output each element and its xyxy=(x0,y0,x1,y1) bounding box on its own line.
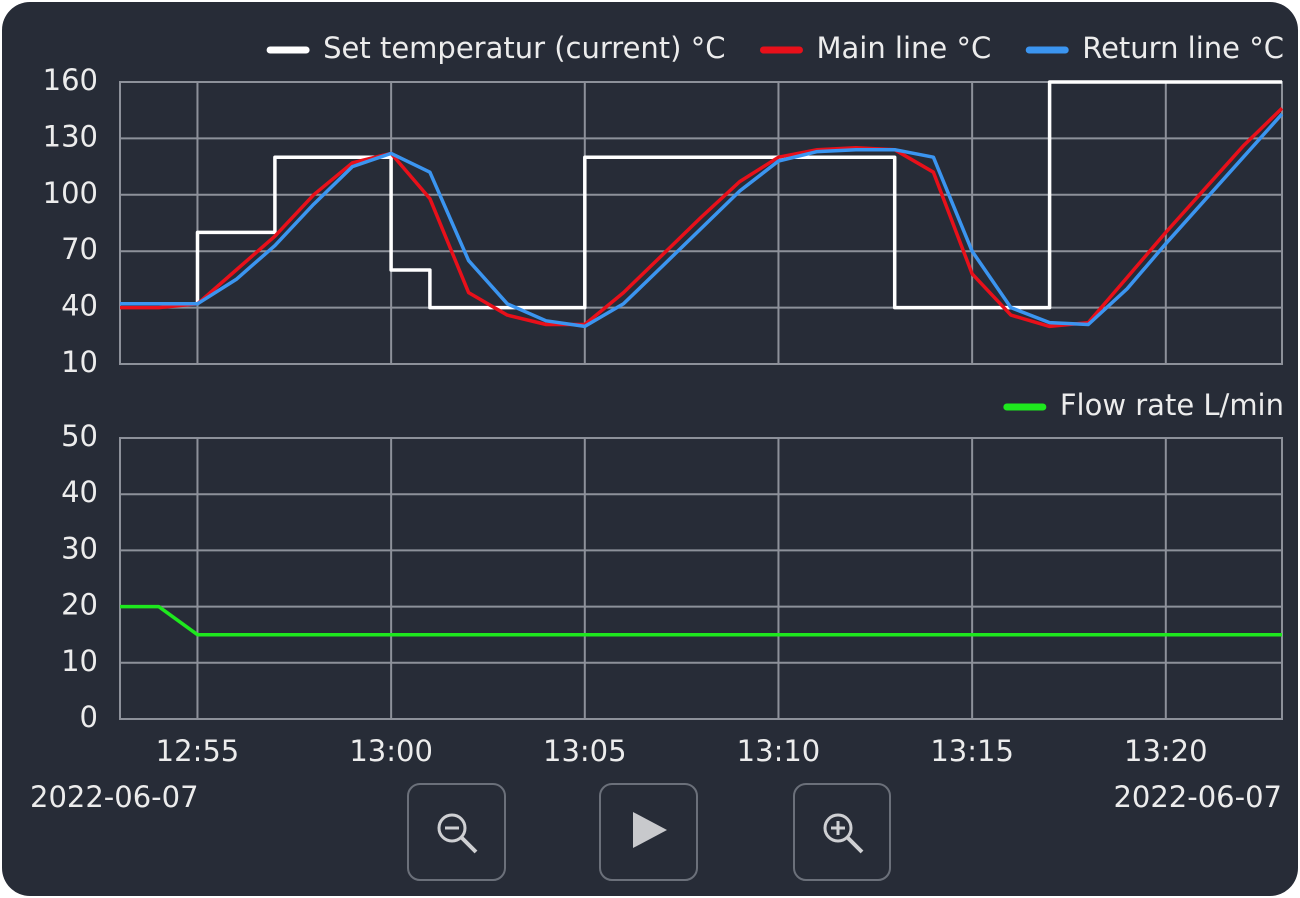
y-tick-label: 40 xyxy=(61,475,98,509)
button-frame[interactable] xyxy=(599,783,698,881)
legend-label: Main line °C xyxy=(816,31,991,65)
y-tick-label: 10 xyxy=(61,644,98,678)
play-button[interactable] xyxy=(599,783,698,881)
y-tick-label: 130 xyxy=(43,119,98,153)
legend-label: Set temperatur (current) °C xyxy=(323,31,725,65)
zoom-in-icon[interactable] xyxy=(823,813,853,843)
y-tick-label: 30 xyxy=(61,531,98,565)
y-tick-label: 100 xyxy=(43,176,98,210)
x-range-label: 2022-06-07 xyxy=(1113,780,1282,814)
button-frame[interactable] xyxy=(793,783,891,881)
y-tick-label: 40 xyxy=(61,289,98,323)
series-line xyxy=(120,112,1284,329)
zoom-out-icon[interactable] xyxy=(460,836,478,854)
legend-label: Flow rate L/min xyxy=(1060,388,1284,422)
series-line xyxy=(120,80,1282,310)
x-tick-label: 13:10 xyxy=(737,734,821,768)
series-line xyxy=(120,604,1282,637)
x-tick-label: 13:05 xyxy=(543,734,627,768)
y-tick-label: 10 xyxy=(61,345,98,379)
x-range-label: 2022-06-07 xyxy=(30,780,199,814)
play-icon[interactable] xyxy=(633,812,667,848)
x-tick-label: 12:55 xyxy=(156,734,240,768)
x-tick-label: 13:00 xyxy=(349,734,433,768)
x-tick-label: 13:20 xyxy=(1124,734,1208,768)
x-tick-label: 13:15 xyxy=(930,734,1014,768)
y-tick-label: 50 xyxy=(61,419,98,453)
button-frame[interactable] xyxy=(407,783,506,881)
y-tick-label: 0 xyxy=(80,700,98,734)
y-tick-label: 20 xyxy=(61,588,98,622)
zoom-out-button[interactable] xyxy=(407,783,506,881)
zoom-out-icon[interactable] xyxy=(437,813,467,843)
y-tick-label: 160 xyxy=(43,63,98,97)
y-tick-label: 70 xyxy=(61,232,98,266)
zoom-in-button[interactable] xyxy=(793,783,891,881)
zoom-in-icon[interactable] xyxy=(846,836,864,854)
legend-label: Return line °C xyxy=(1082,31,1284,65)
